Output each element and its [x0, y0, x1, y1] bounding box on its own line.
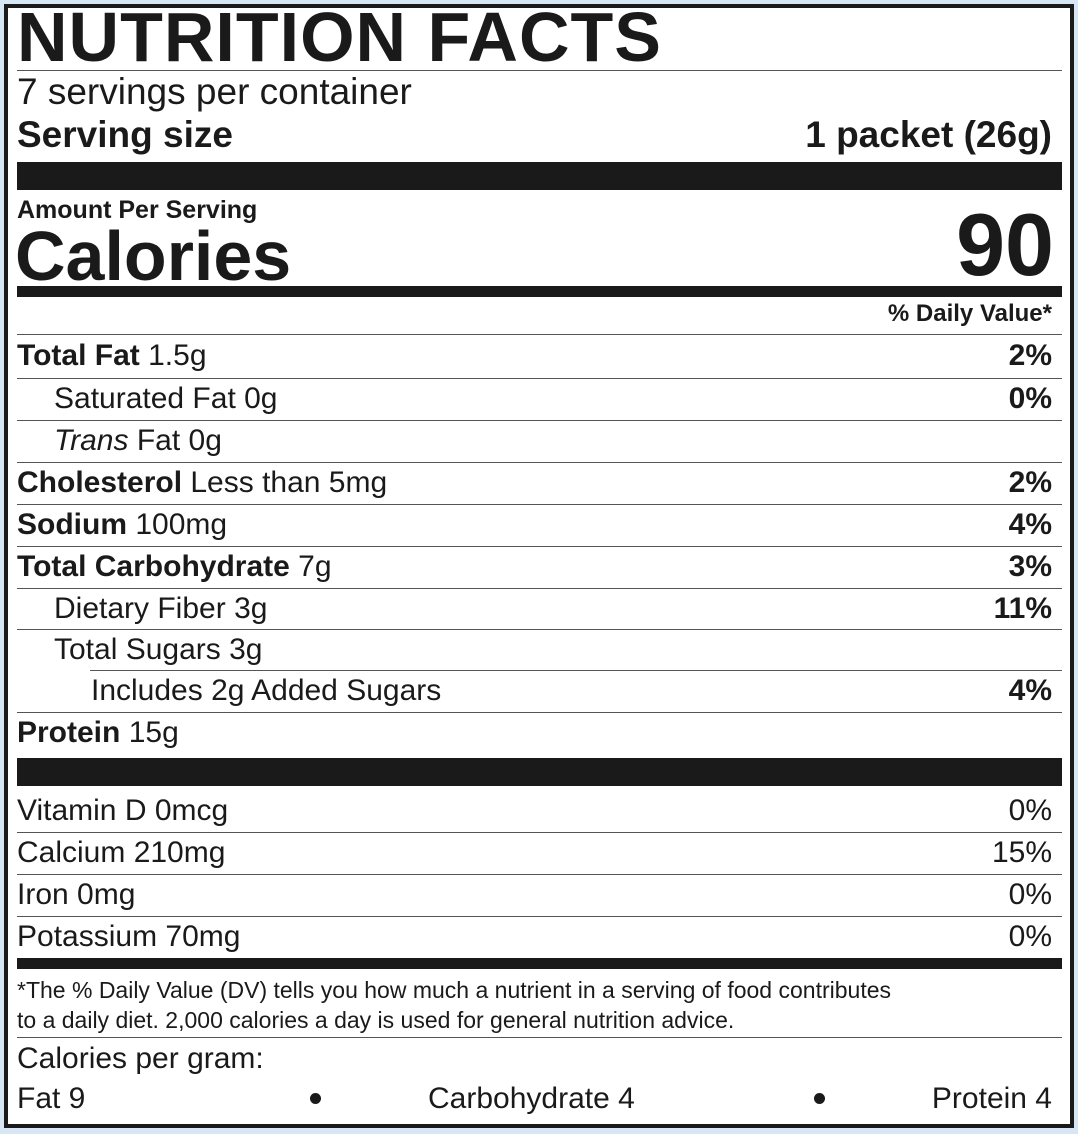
nutrient-label: Dietary Fiber 3g — [54, 591, 267, 627]
nutrient-name: Total Carbohydrate — [17, 549, 290, 583]
nutrient-label: Sodium 100mg — [17, 507, 227, 543]
footnote-line-2: to a daily diet. 2,000 calories a day is… — [17, 1007, 735, 1033]
servings-per-container: 7 servings per container — [17, 71, 412, 112]
daily-value-percent: 0% — [1008, 793, 1052, 827]
nutrient-name: Includes 2g Added Sugars — [91, 673, 442, 707]
protein-calories-per-gram: Protein 4 — [931, 1082, 1052, 1115]
nutrient-amount: 3g — [234, 591, 268, 625]
nutrient-name: Protein — [17, 715, 121, 749]
bullet-icon — [814, 1093, 825, 1104]
nutrient-label: Total Carbohydrate 7g — [17, 549, 332, 585]
divider — [17, 1037, 1062, 1038]
nutrient-label: Saturated Fat 0g — [54, 381, 278, 417]
nutrient-label: Includes 2g Added Sugars — [91, 673, 441, 709]
divider — [17, 874, 1062, 875]
nutrient-name: Trans — [54, 423, 129, 457]
nutrient-amount: 7g — [298, 549, 332, 583]
daily-value-percent: 2% — [1008, 465, 1052, 499]
calories-value: 90 — [956, 195, 1054, 294]
thick-divider — [17, 758, 1062, 786]
nutrient-row: Sodium 100mg 4% — [17, 504, 1052, 545]
thick-divider — [17, 162, 1062, 190]
divider — [17, 504, 1062, 505]
nutrient-amount: 1.5g — [148, 338, 207, 372]
daily-value-header: % Daily Value* — [887, 300, 1052, 327]
daily-value-percent: 4% — [1008, 507, 1052, 541]
divider — [90, 670, 1062, 671]
nutrient-label: Total Fat 1.5g — [17, 338, 207, 374]
divider — [17, 462, 1062, 463]
nutrient-name: Dietary Fiber — [54, 591, 226, 625]
calories-label: Calories — [15, 217, 292, 295]
divider — [17, 546, 1062, 547]
nutrient-name: Sodium — [17, 507, 127, 541]
vitamin-row: Potassium 70mg 0% — [17, 916, 1052, 957]
divider — [17, 712, 1062, 713]
nutrient-row: Cholesterol Less than 5mg 2% — [17, 462, 1052, 503]
nutrient-row: Saturated Fat 0g 0% — [17, 378, 1052, 419]
calories-per-gram-label: Calories per gram: — [17, 1042, 264, 1075]
vitamin-row: Calcium 210mg 15% — [17, 832, 1052, 873]
divider — [17, 70, 1062, 71]
daily-value-percent: 0% — [1008, 381, 1052, 415]
divider — [17, 334, 1062, 335]
nutrient-row: Includes 2g Added Sugars 4% — [17, 670, 1052, 711]
nutrient-amount: 15g — [128, 715, 179, 749]
nutrient-amount: 100mg — [135, 507, 228, 541]
nutrient-label: Protein 15g — [17, 715, 179, 751]
nutrient-label: Cholesterol Less than 5mg — [17, 465, 387, 501]
divider — [17, 588, 1062, 589]
vitamin-row: Iron 0mg 0% — [17, 874, 1052, 915]
nutrition-facts-panel — [4, 4, 1074, 1128]
divider — [17, 629, 1062, 630]
nutrient-amount: 0g — [244, 381, 278, 415]
nutrient-label: Total Sugars 3g — [54, 632, 262, 668]
nutrient-name-suffix: Fat — [136, 423, 181, 457]
nutrient-amount: Less than 5mg — [190, 465, 388, 499]
daily-value-percent: 11% — [993, 591, 1052, 625]
nutrient-name: Saturated Fat — [54, 381, 236, 415]
label-title: NUTRITION FACTS — [17, 0, 662, 76]
daily-value-percent: 15% — [991, 835, 1052, 869]
medium-divider — [17, 286, 1062, 297]
nutrient-name: Cholesterol — [17, 465, 183, 499]
vitamin-name: Vitamin D 0mcg — [17, 793, 229, 827]
vitamin-row: Vitamin D 0mcg 0% — [17, 790, 1052, 831]
nutrient-row: Dietary Fiber 3g 11% — [17, 588, 1052, 629]
serving-size-label: Serving size — [17, 114, 233, 155]
nutrient-row: Total Sugars 3g — [17, 629, 1052, 670]
amount-per-serving: Amount Per Serving — [17, 196, 258, 224]
nutrient-row: Trans Fat 0g — [17, 420, 1052, 461]
divider — [17, 832, 1062, 833]
nutrient-row: Total Fat 1.5g 2% — [17, 335, 1052, 376]
daily-value-percent: 4% — [1008, 673, 1052, 707]
vitamin-name: Iron 0mg — [17, 877, 136, 911]
carbohydrate-calories-per-gram: Carbohydrate 4 — [428, 1082, 635, 1115]
nutrient-row: Protein 15g — [17, 712, 1052, 753]
bullet-icon — [310, 1093, 321, 1104]
medium-divider — [17, 958, 1062, 969]
divider — [17, 378, 1062, 379]
daily-value-percent: 3% — [1008, 549, 1052, 583]
fat-calories-per-gram: Fat 9 — [17, 1082, 86, 1115]
divider — [17, 916, 1062, 917]
daily-value-percent: 0% — [1008, 919, 1052, 953]
daily-value-percent: 2% — [1008, 338, 1052, 372]
divider — [17, 420, 1062, 421]
serving-size-value: 1 packet (26g) — [805, 114, 1052, 155]
nutrient-name: Total Fat — [17, 338, 140, 372]
nutrient-amount: 0g — [188, 423, 222, 457]
daily-value-percent: 0% — [1008, 877, 1052, 911]
vitamin-name: Calcium 210mg — [17, 835, 226, 869]
footnote-line-1: *The % Daily Value (DV) tells you how mu… — [17, 977, 891, 1003]
nutrient-label: Trans Fat 0g — [54, 423, 222, 459]
vitamin-name: Potassium 70mg — [17, 919, 241, 953]
nutrient-row: Total Carbohydrate 7g 3% — [17, 546, 1052, 587]
nutrient-amount: 3g — [229, 632, 263, 666]
nutrient-name: Total Sugars — [54, 632, 221, 666]
